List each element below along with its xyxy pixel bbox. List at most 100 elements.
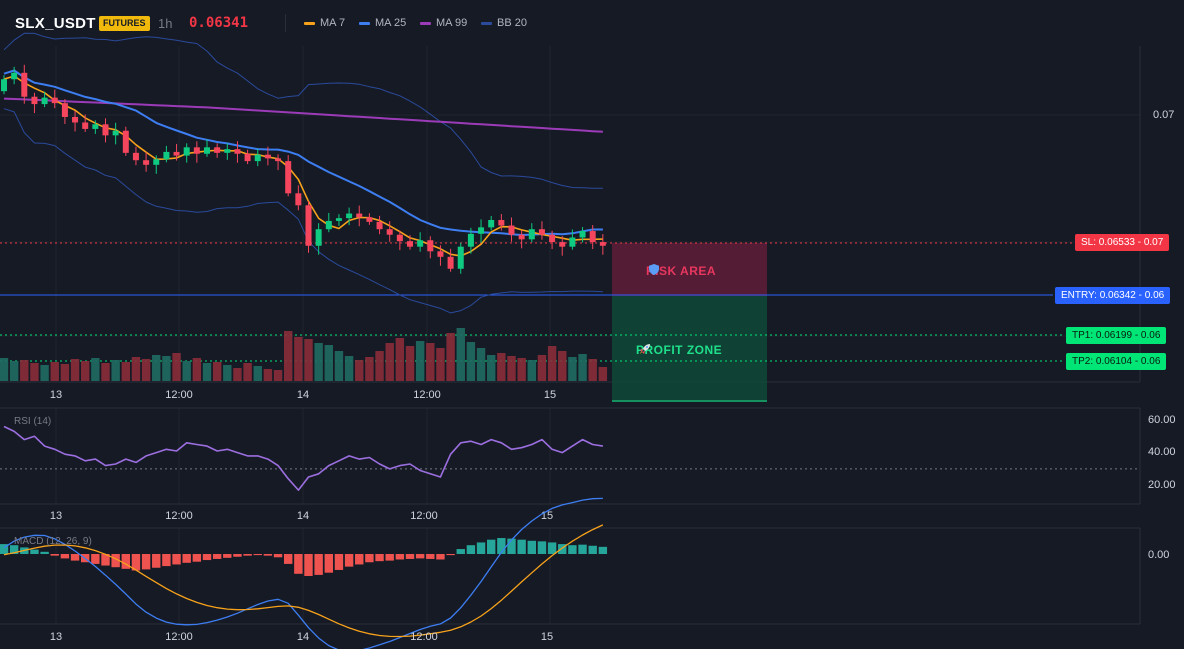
symbol-name[interactable]: SLX_USDT [15,15,96,32]
volume-bar [588,359,597,381]
candle-body [31,96,38,105]
volume-bar [355,360,364,381]
macd-pane[interactable]: MACD (12, 26, 9) 0.00 13 12:00 14 12:00 … [0,497,1184,649]
chart-header: SLX_USDT FUTURES 1h 0.06341 MA 7 MA 25 M… [0,0,1184,46]
bb-lower-line [3,108,603,314]
volume-bar [436,348,445,381]
legend-bb20[interactable]: BB 20 [481,17,527,29]
macd-histogram-bar [284,554,293,564]
macd-histogram-bar [91,554,100,564]
candle-body [143,160,150,165]
volume-bar [172,353,181,381]
candle-body [122,130,129,153]
legend-ma7[interactable]: MA 7 [304,17,345,29]
macd-histogram-bar [40,551,49,554]
macd-histogram-bar [182,554,191,563]
volume-bar [466,342,476,381]
volume-bar [263,369,273,381]
volume-bar [365,357,374,381]
candle-body [11,72,18,80]
volume-bar [497,353,506,381]
volume-bar [223,365,232,381]
macd-histogram-bar [395,554,405,560]
macd-histogram-bar [344,554,354,567]
macd-histogram-bar [60,554,70,559]
candle-body [518,234,525,240]
candle-body [173,151,180,156]
macd-histogram-bar [588,545,597,554]
time-label: 12:00 [165,389,193,401]
candle-body [528,229,535,240]
volume-bar [253,366,262,381]
tp1-price-tag: TP1: 0.06199 - 0.06 [1066,327,1167,344]
volume-bar [91,358,100,381]
volume-bar [385,343,394,381]
time-label: 14 [296,631,310,643]
price-pane[interactable]: 0.07 SL: 0.06533 - 0.07 ENTRY: 0.06342 -… [0,32,1184,406]
macd-histogram-bar [152,554,161,568]
volume-bar [20,360,29,381]
ma99-line [3,97,603,133]
candle-body [569,237,576,247]
time-label: 12:00 [410,631,438,643]
ma7-swatch-icon [304,21,315,25]
price-chart[interactable] [0,32,1184,406]
legend-ma99[interactable]: MA 99 [420,17,467,29]
candle-body [356,213,363,218]
macd-histogram-bar [517,539,526,554]
macd-signal-line [3,524,604,638]
volume-bar [0,358,9,381]
macd-histogram-bar [558,544,567,554]
macd-chart[interactable] [0,497,1184,649]
volume-bar [152,355,161,381]
volume-bar [81,361,90,381]
volume-bar [111,360,120,381]
time-label: 12:00 [413,389,441,401]
macd-histogram-bar [223,554,232,558]
macd-histogram-bar [314,554,323,575]
legend-bb20-label: BB 20 [497,17,527,29]
candle-body [467,233,474,247]
volume-bar [50,362,59,381]
candle-body [589,231,596,243]
candle-body [82,122,89,129]
macd-histogram-bar [568,545,577,554]
shield-icon [649,264,659,275]
legend-ma25[interactable]: MA 25 [359,17,406,29]
volume-bar [273,370,283,381]
macd-histogram-bar [0,544,9,554]
macd-histogram-bar [30,549,39,554]
time-label: 12:00 [410,510,438,522]
candle-body [183,147,190,156]
volume-bar [40,365,49,381]
last-price: 0.06341 [189,15,249,31]
rsi-pane[interactable]: RSI (14) 60.00 40.00 20.00 13 12:00 14 1… [0,407,1184,526]
rsi-chart[interactable] [0,407,1184,526]
macd-histogram-bar [141,554,151,570]
candle-body [538,229,545,235]
timeframe-selector[interactable]: 1h [158,16,173,31]
volume-bar [182,361,191,381]
time-label: 13 [49,510,63,522]
macd-histogram-bar [537,541,547,554]
candle-body [447,256,454,269]
time-label: 15 [543,389,557,401]
volume-bar [395,338,405,381]
macd-histogram-bar [50,554,59,556]
candle-body [407,241,413,247]
header-divider [285,14,286,32]
ma99-swatch-icon [420,21,431,25]
macd-histogram-bar [547,542,557,554]
macd-histogram-bar [334,554,344,570]
candle-body [427,240,434,252]
macd-histogram-bar [365,554,374,563]
risk-area-label: RISK AREA [646,264,716,278]
volume-bar [243,363,252,381]
macd-histogram-bar [436,554,445,560]
rsi-axis-label: 40.00 [1148,446,1176,458]
volume-bar [233,368,242,381]
candle-body [254,154,261,162]
price-axis-label: 0.07 [1153,109,1175,121]
rsi-axis-label: 20.00 [1148,479,1176,491]
volume-bar [70,359,80,381]
